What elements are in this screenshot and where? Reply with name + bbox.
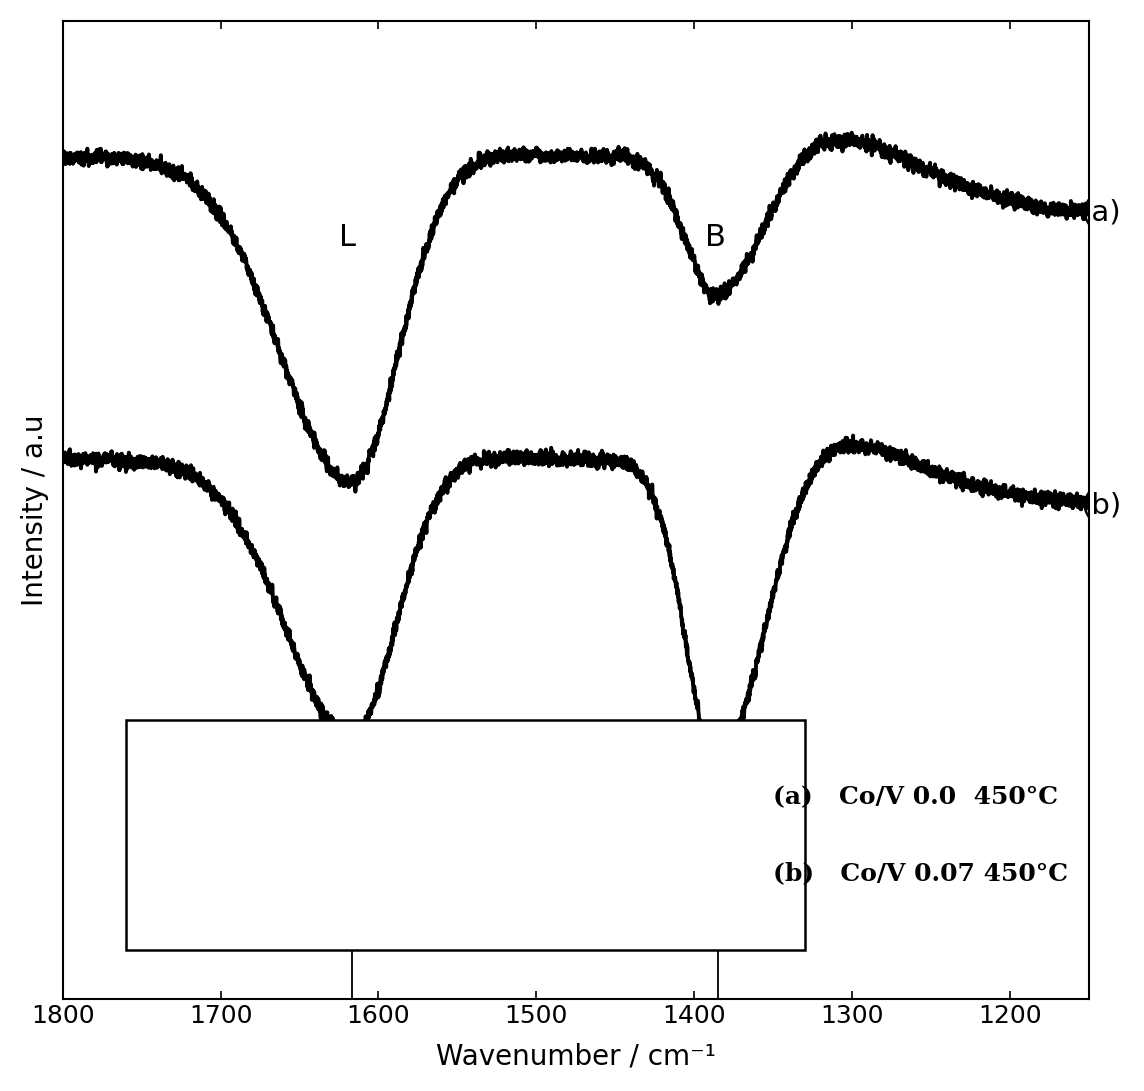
Text: (a)   Co/V 0.0  450°C: (a) Co/V 0.0 450°C <box>773 784 1058 808</box>
X-axis label: Wavenumber / cm⁻¹: Wavenumber / cm⁻¹ <box>436 1042 716 1070</box>
Text: L: L <box>339 223 356 252</box>
FancyBboxPatch shape <box>126 720 804 950</box>
Text: (b): (b) <box>1081 491 1122 519</box>
Text: B: B <box>705 223 726 252</box>
Text: (a): (a) <box>1081 199 1121 226</box>
Text: (b)   Co/V 0.07 450°C: (b) Co/V 0.07 450°C <box>773 862 1068 886</box>
Y-axis label: Intensity / a.u: Intensity / a.u <box>21 415 49 606</box>
